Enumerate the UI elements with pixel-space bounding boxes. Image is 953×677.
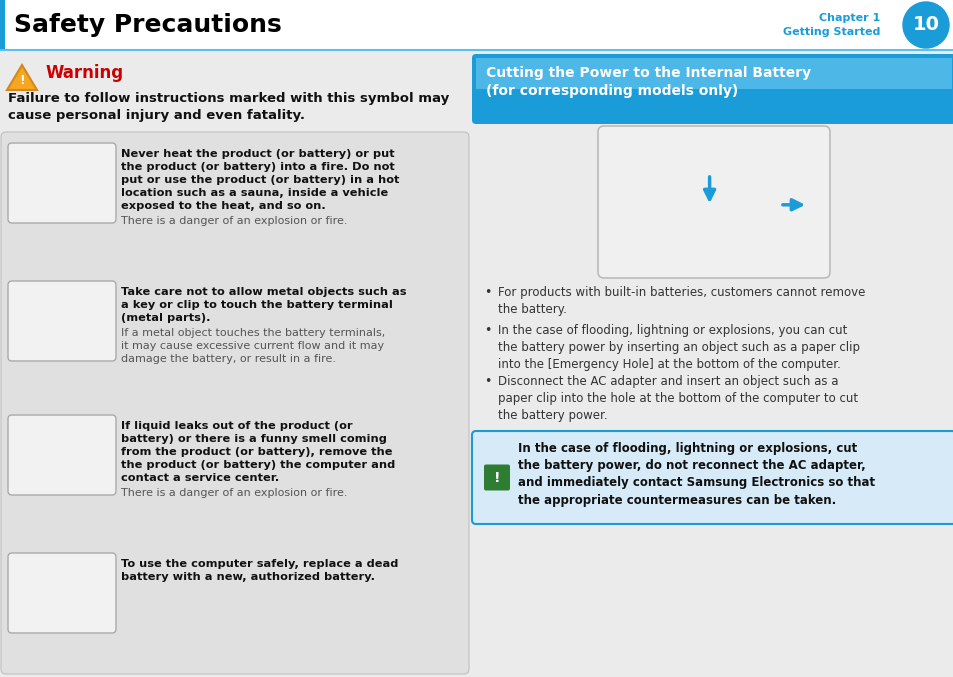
Text: Getting Started: Getting Started: [781, 27, 879, 37]
Text: 10: 10: [911, 16, 939, 35]
Text: Failure to follow instructions marked with this symbol may
cause personal injury: Failure to follow instructions marked wi…: [8, 92, 449, 123]
FancyBboxPatch shape: [0, 0, 953, 50]
Text: •: •: [483, 376, 491, 389]
Text: There is a danger of an explosion or fire.: There is a danger of an explosion or fir…: [121, 489, 347, 498]
Text: Chapter 1: Chapter 1: [818, 13, 879, 23]
Circle shape: [902, 2, 948, 48]
Text: •: •: [483, 286, 491, 299]
Text: •: •: [483, 324, 491, 337]
FancyBboxPatch shape: [8, 281, 116, 361]
FancyBboxPatch shape: [8, 415, 116, 495]
FancyBboxPatch shape: [8, 553, 116, 633]
Text: !: !: [494, 471, 499, 485]
FancyBboxPatch shape: [472, 431, 953, 524]
Text: For products with built-in batteries, customers cannot remove
the battery.: For products with built-in batteries, cu…: [497, 286, 864, 315]
Text: Safety Precautions: Safety Precautions: [14, 13, 281, 37]
FancyBboxPatch shape: [476, 58, 951, 89]
Text: In the case of flooding, lightning or explosions, you can cut
the battery power : In the case of flooding, lightning or ex…: [497, 324, 859, 370]
Text: In the case of flooding, lightning or explosions, cut
the battery power, do not : In the case of flooding, lightning or ex…: [517, 442, 874, 506]
FancyBboxPatch shape: [598, 126, 829, 278]
FancyBboxPatch shape: [483, 464, 510, 491]
Text: There is a danger of an explosion or fire.: There is a danger of an explosion or fir…: [121, 217, 347, 227]
Text: Warning: Warning: [46, 64, 124, 82]
Text: !: !: [19, 74, 25, 87]
Text: Disconnect the AC adapter and insert an object such as a
paper clip into the hol: Disconnect the AC adapter and insert an …: [497, 376, 858, 422]
Polygon shape: [7, 65, 37, 90]
FancyBboxPatch shape: [472, 54, 953, 124]
Text: If a metal object touches the battery terminals,
it may cause excessive current : If a metal object touches the battery te…: [121, 328, 385, 364]
Text: To use the computer safely, replace a dead
battery with a new, authorized batter: To use the computer safely, replace a de…: [121, 559, 398, 582]
FancyBboxPatch shape: [0, 0, 5, 50]
FancyBboxPatch shape: [8, 143, 116, 223]
FancyBboxPatch shape: [1, 132, 469, 674]
Text: Never heat the product (or battery) or put
the product (or battery) into a fire.: Never heat the product (or battery) or p…: [121, 149, 399, 211]
Text: If liquid leaks out of the product (or
battery) or there is a funny smell coming: If liquid leaks out of the product (or b…: [121, 421, 395, 483]
Text: Take care not to allow metal objects such as
a key or clip to touch the battery : Take care not to allow metal objects suc…: [121, 287, 406, 323]
Text: Cutting the Power to the Internal Battery
(for corresponding models only): Cutting the Power to the Internal Batter…: [485, 66, 810, 98]
